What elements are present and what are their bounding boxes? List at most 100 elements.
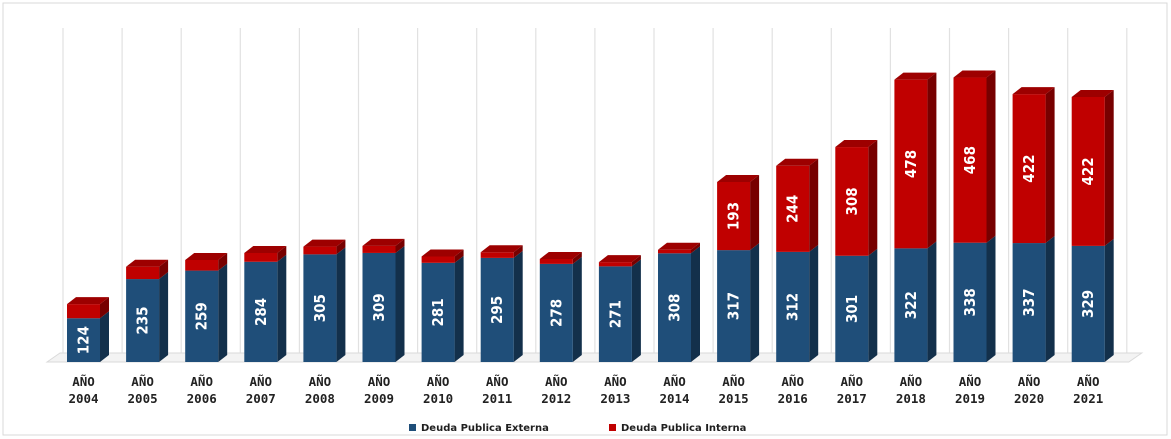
category-label: AÑO 2018 [896, 374, 926, 406]
data-label-externa: 124 [75, 326, 93, 354]
category-label: AÑO 2013 [600, 374, 630, 406]
bar-interna-front [480, 252, 514, 258]
bar-interna-front [717, 182, 751, 251]
bar-interna-front [776, 165, 810, 252]
category-label: AÑO 2017 [837, 374, 867, 406]
bar-interna [67, 297, 109, 319]
bar-interna [953, 70, 996, 243]
bar-externa-front [894, 248, 928, 362]
bar-externa [421, 255, 464, 362]
bar-interna-front [953, 77, 987, 243]
bar-interna [362, 238, 405, 253]
bar-externa-side [986, 235, 996, 362]
data-label-externa: 317 [725, 292, 743, 320]
bar-externa-front [835, 255, 869, 362]
bar-interna-side [1045, 87, 1055, 244]
data-label-externa: 312 [784, 293, 802, 321]
bar-interna [658, 242, 700, 254]
category-label: AÑO 2008 [305, 374, 335, 406]
data-labels: 124 235 259 284 305 309 281 295 278 271 308 317 193 3… [75, 146, 1098, 354]
category-label: AÑO 2011 [482, 374, 512, 406]
bar-interna [835, 140, 878, 256]
data-label-externa: 305 [311, 294, 329, 322]
bar-externa-side [336, 247, 346, 362]
bar-interna-top [953, 70, 996, 78]
category-label: AÑO 2019 [955, 374, 985, 406]
bar-externa [658, 246, 700, 362]
data-label-externa: 322 [902, 291, 920, 319]
data-label-interna: 422 [1020, 155, 1038, 183]
bar-interna-top [421, 249, 464, 257]
bar-interna-top [1071, 89, 1114, 97]
bar-externa-side [927, 241, 937, 362]
data-label-interna: 468 [961, 146, 979, 174]
bar-interna-top [835, 140, 878, 148]
bar-interna-front [244, 252, 278, 262]
category-label: AÑO 2007 [246, 374, 276, 406]
bar-interna-side [631, 255, 641, 267]
bar-externa-side [868, 248, 878, 362]
bar-interna-top [894, 72, 937, 80]
bar-interna-front [362, 245, 396, 253]
data-label-interna: 193 [725, 202, 743, 230]
bar-externa-side [277, 254, 287, 362]
bar-interna-side [218, 253, 228, 271]
legend: Deuda Publica Externa Deuda Publica Inter… [409, 423, 746, 434]
bar-interna-side [277, 245, 287, 262]
bar-externa [126, 272, 169, 362]
bar-externa-front [1071, 245, 1105, 362]
bar-interna-front [421, 256, 455, 263]
category-label: AÑO 2004 [68, 374, 98, 406]
bar-externa-side [513, 250, 523, 362]
bar-externa-side [1045, 236, 1055, 362]
bar-externa-front [658, 253, 691, 362]
bar-interna-front [126, 266, 160, 280]
bar-interna-side [1104, 89, 1114, 246]
bars [67, 70, 1114, 362]
data-label-interna: 422 [1079, 157, 1097, 185]
bar-externa-front [185, 270, 219, 362]
legend-item: Deuda Publica Interna [609, 423, 746, 434]
bar-interna [598, 255, 641, 267]
category-label: AÑO 2021 [1073, 374, 1103, 406]
bar-externa [362, 245, 405, 362]
bar-interna-side [454, 249, 464, 263]
bar-interna-side [809, 158, 819, 252]
bar-externa [67, 311, 109, 362]
bar-externa-front [1012, 243, 1046, 362]
data-label-externa: 281 [429, 298, 447, 326]
bar-externa-side [1104, 238, 1114, 362]
bar-interna-top [539, 251, 582, 259]
bar-interna [776, 158, 819, 252]
legend-item: Deuda Publica Externa [409, 423, 549, 434]
bar-interna-front [835, 147, 869, 256]
bar-interna-top [185, 253, 228, 260]
bar-externa-side [750, 243, 760, 362]
data-label-externa: 271 [606, 300, 624, 328]
bar-externa-side [159, 272, 169, 362]
data-label-externa: 337 [1020, 288, 1038, 316]
bar-externa-front [598, 266, 632, 362]
bar-externa [835, 248, 878, 362]
bar-interna [1012, 87, 1055, 244]
bar-interna-top [303, 239, 346, 247]
bar-interna-top [67, 297, 109, 305]
bar-externa-side [218, 263, 228, 362]
bar-interna [480, 245, 523, 258]
category-label: AÑO 2005 [128, 374, 158, 406]
bar-externa-front [362, 252, 396, 362]
bar-interna-side [513, 245, 523, 258]
category-label: AÑO 2016 [778, 374, 808, 406]
bar-interna-side [691, 242, 700, 254]
bar-interna [303, 239, 346, 255]
bar-externa-front [244, 261, 278, 362]
bar-interna-top [244, 245, 287, 253]
data-label-externa: 278 [547, 299, 565, 327]
bar-interna-side [336, 239, 346, 255]
bar-externa-front [421, 262, 455, 362]
bar-externa-front [539, 263, 573, 362]
category-axis-labels: AÑO 2004 AÑO 2005 AÑO 2006 AÑO 2007 AÑO 2008 AÑO 20… [68, 374, 1103, 406]
bar-interna-top [126, 259, 169, 267]
bar-interna-side [927, 72, 937, 249]
category-label: AÑO 2015 [719, 374, 749, 406]
